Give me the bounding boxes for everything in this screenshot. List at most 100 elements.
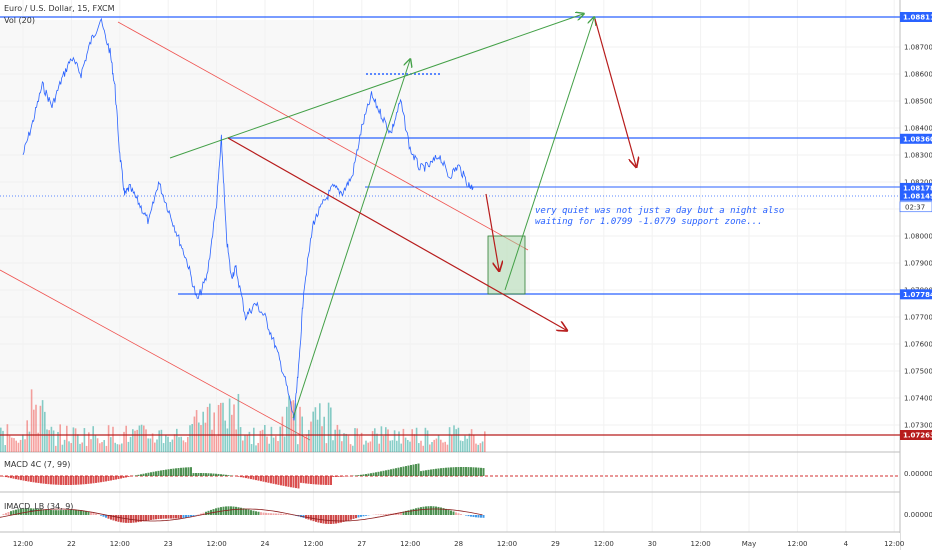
price-tag xyxy=(900,289,932,300)
volume-bar xyxy=(68,441,70,452)
volume-bar xyxy=(248,431,251,452)
imacd-bar xyxy=(150,515,152,520)
macd-bar xyxy=(415,464,417,476)
volume-bar xyxy=(310,421,312,452)
volume-bar xyxy=(319,403,321,452)
imacd-bar xyxy=(75,509,77,515)
volume-bar xyxy=(231,414,233,452)
macd-bar xyxy=(207,473,210,476)
imacd-bar xyxy=(135,515,137,523)
imacd-bar xyxy=(385,514,387,515)
bull-arrow-projection xyxy=(504,18,594,291)
volume-bar xyxy=(426,430,429,452)
time-tick-label: 27 xyxy=(357,540,366,548)
macd-bar xyxy=(160,470,162,476)
imacd-bar xyxy=(50,510,52,515)
volume-bar xyxy=(101,442,103,452)
macd-bar xyxy=(192,473,195,476)
imacd-bar xyxy=(35,508,37,515)
volume-bar xyxy=(182,440,185,452)
macd-bar xyxy=(145,473,147,476)
volume-bar xyxy=(334,429,336,452)
time-tick-label: 12:00 xyxy=(207,540,227,548)
macd-bar xyxy=(327,476,330,485)
imacd-bar xyxy=(342,515,345,522)
volume-bar xyxy=(193,416,196,452)
imacd-bar xyxy=(442,508,445,515)
volume-bar xyxy=(380,426,383,452)
volume-bar xyxy=(127,441,130,452)
imacd-bar xyxy=(355,515,357,519)
volume-bar xyxy=(136,429,138,452)
imacd-bar xyxy=(285,514,287,515)
macd-bar xyxy=(310,476,312,485)
volume-bar xyxy=(114,442,116,452)
volume-bar xyxy=(217,404,220,452)
volume-bar xyxy=(420,440,422,452)
volume-bar xyxy=(88,432,90,452)
volume-bar xyxy=(352,445,354,452)
volume-bar xyxy=(123,431,125,452)
imacd-bar xyxy=(402,511,405,515)
volume-bar xyxy=(81,442,83,452)
imacd-bar xyxy=(357,515,360,518)
imacd-bar xyxy=(230,506,232,515)
macd-bar xyxy=(112,476,115,481)
volume-bar xyxy=(220,402,222,452)
volume-bar xyxy=(250,444,253,452)
macd-bar xyxy=(275,476,277,485)
macd-axis-zero: 0.00000 xyxy=(904,470,932,478)
macd-bar xyxy=(442,467,445,476)
volume-bar xyxy=(349,444,352,452)
price-axis[interactable]: 1.073001.074001.075001.076001.077001.078… xyxy=(904,43,932,429)
imacd-bar xyxy=(245,508,247,515)
volume-bar xyxy=(363,444,365,452)
macd-bar xyxy=(245,476,247,479)
imacd-bar xyxy=(380,514,382,515)
imacd-bar xyxy=(60,510,62,515)
volume-bar xyxy=(473,434,475,452)
imacd-bar xyxy=(77,509,80,515)
volume-bar xyxy=(107,425,110,452)
volume-bar xyxy=(409,441,411,452)
volume-bar xyxy=(24,439,26,452)
imacd-bar xyxy=(15,509,17,515)
volume-bar xyxy=(389,440,391,452)
macd-bar xyxy=(445,467,447,476)
volume-bar xyxy=(255,445,257,452)
imacd-bar xyxy=(7,512,10,515)
imacd-bar xyxy=(335,515,337,524)
volume-bar xyxy=(129,436,132,452)
volume-bars xyxy=(0,389,486,452)
volume-bar xyxy=(15,440,17,452)
macd-bar xyxy=(212,473,215,476)
volume-bar xyxy=(347,435,350,452)
volume-bar xyxy=(477,444,479,452)
macd-bar xyxy=(287,476,290,487)
macd-bar xyxy=(392,468,395,476)
volume-bar xyxy=(272,437,275,452)
macd-bar xyxy=(57,476,60,485)
macd-bar xyxy=(85,476,87,485)
volume-bar xyxy=(283,436,286,452)
volume-bar xyxy=(200,425,202,452)
volume-bar xyxy=(121,443,123,452)
macd-bar xyxy=(92,476,95,484)
macd-bar xyxy=(365,474,367,476)
macd-bar xyxy=(270,476,272,484)
macd-bar xyxy=(180,467,182,476)
macd-bar xyxy=(77,476,80,485)
time-tick-label: 12:00 xyxy=(400,540,420,548)
imacd-bar xyxy=(337,515,340,524)
macd-bar xyxy=(220,474,222,476)
volume-bar xyxy=(235,429,237,452)
macd-bar xyxy=(75,476,77,485)
macd-bar xyxy=(290,476,292,488)
volume-bar xyxy=(246,434,248,452)
imacd-bar xyxy=(52,510,55,515)
time-axis[interactable]: 12:00 22 12:00 23 12:00 24 12:00 27 12:00 28 12:00… xyxy=(0,533,904,550)
imacd-bar xyxy=(480,515,482,518)
macd-bar xyxy=(447,467,450,476)
volume-bar xyxy=(145,429,147,452)
